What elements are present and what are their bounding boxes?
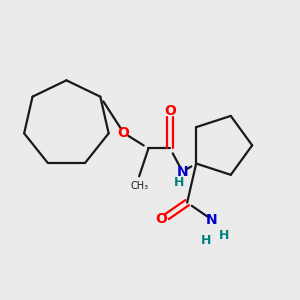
Text: N: N	[206, 213, 218, 227]
Text: O: O	[155, 212, 167, 226]
Text: CH₃: CH₃	[130, 181, 148, 191]
Text: O: O	[118, 126, 130, 140]
Text: N: N	[177, 165, 188, 179]
Text: H: H	[219, 229, 230, 242]
Text: H: H	[174, 176, 184, 189]
Text: O: O	[164, 104, 176, 118]
Text: H: H	[200, 234, 211, 247]
